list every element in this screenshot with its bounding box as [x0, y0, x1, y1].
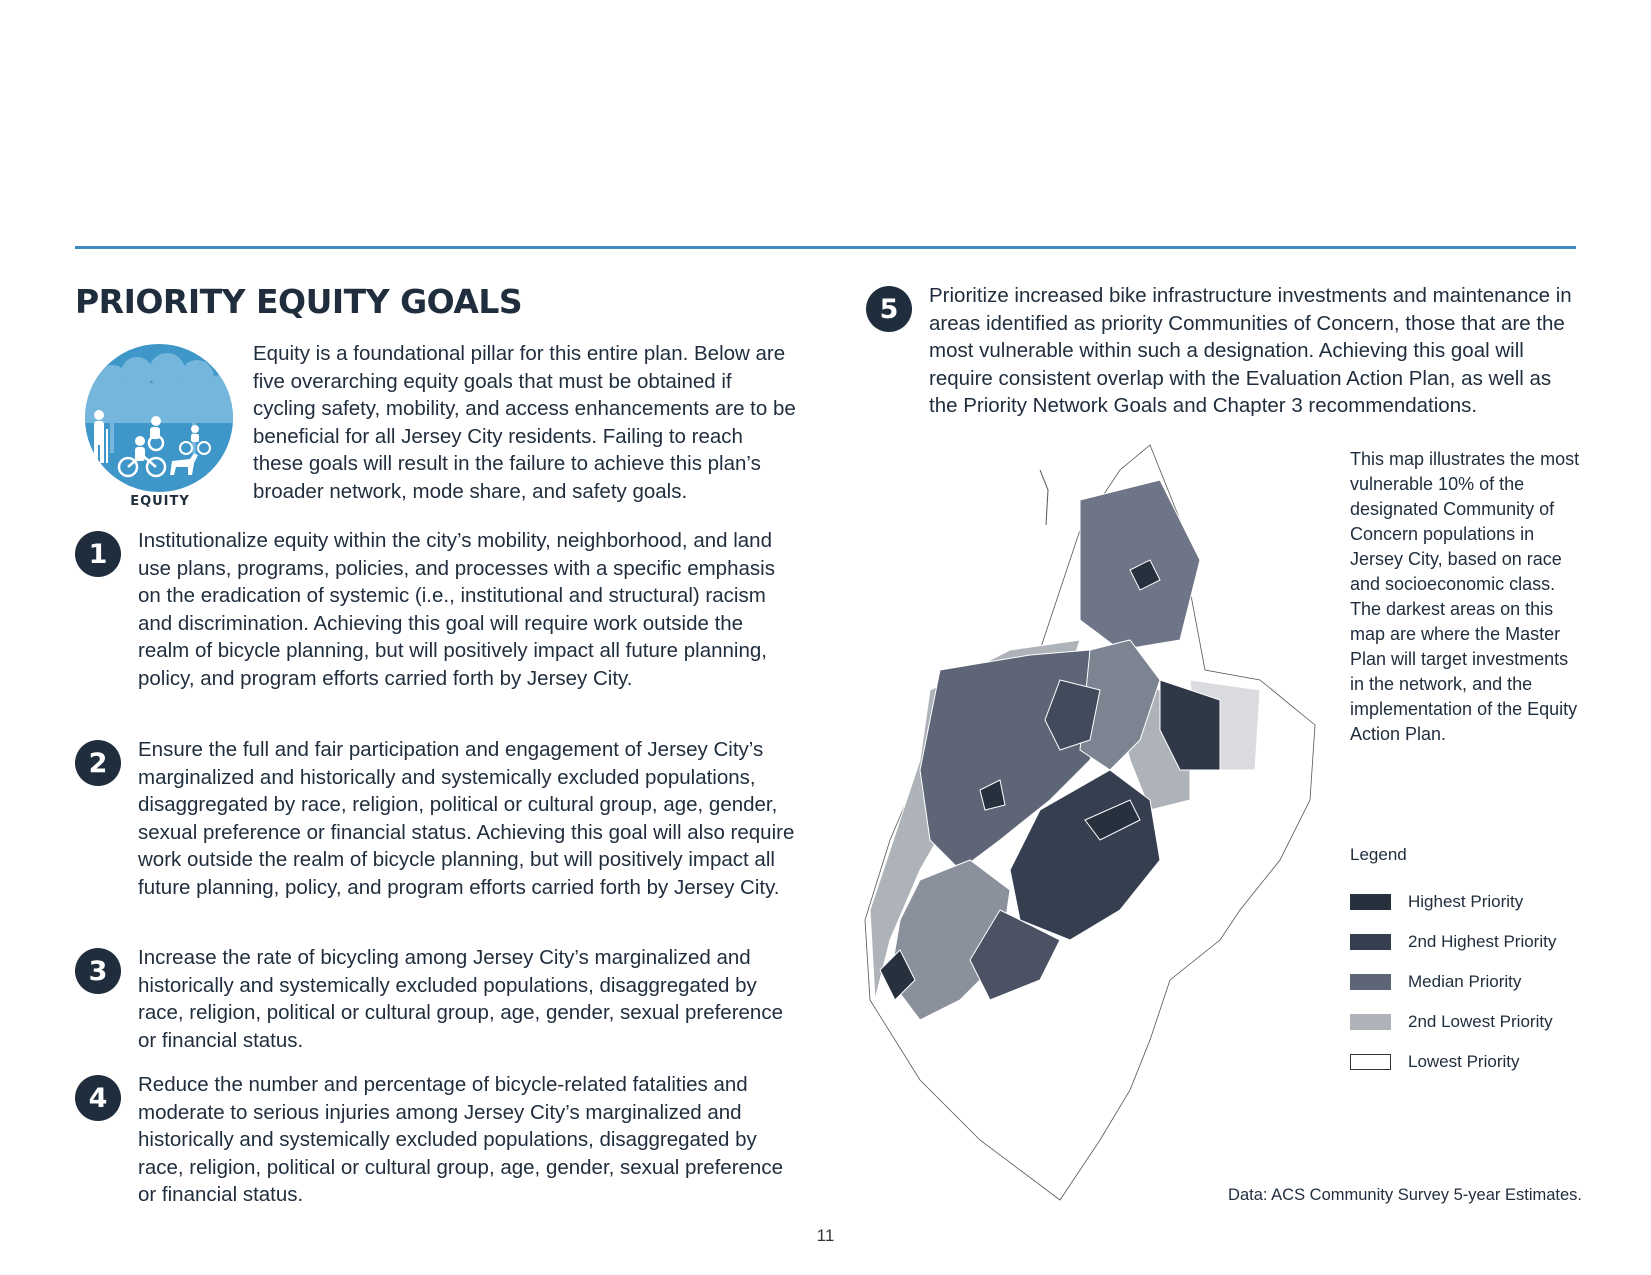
- legend-label: 2nd Highest Priority: [1408, 932, 1557, 951]
- equity-badge: EQUITY: [82, 343, 240, 515]
- legend-item: 2nd Lowest Priority: [1350, 1002, 1556, 1042]
- goal-text: Prioritize increased bike infrastructure…: [929, 284, 1572, 417]
- goal-number-badge: 1: [75, 531, 121, 577]
- legend-label: Lowest Priority: [1408, 1052, 1520, 1071]
- goal-text: Ensure the full and fair participation a…: [138, 738, 795, 899]
- goal-number-badge: 2: [75, 740, 121, 786]
- map-detail: [909, 704, 923, 732]
- legend-title: Legend: [1350, 845, 1407, 864]
- legend-swatch: [1350, 934, 1391, 950]
- top-rule: [75, 246, 1576, 249]
- map-caption: This map illustrates the most vulnerable…: [1350, 449, 1580, 744]
- legend-label: Median Priority: [1408, 972, 1522, 991]
- legend-label: 2nd Lowest Priority: [1408, 1012, 1553, 1031]
- map-region: [1084, 799, 1141, 841]
- goal-number-badge: 3: [75, 948, 121, 994]
- goal-text: Institutionalize equity within the city’…: [138, 529, 775, 690]
- map-detail: [1039, 469, 1049, 526]
- map-region: [1129, 559, 1161, 591]
- goal-text: Reduce the number and percentage of bicy…: [138, 1073, 783, 1206]
- legend-swatch: [1350, 894, 1391, 910]
- legend-swatch: [1350, 974, 1391, 990]
- equity-icon: EQUITY: [85, 344, 233, 509]
- map-region: [969, 909, 1061, 1001]
- goal-number-badge: 4: [75, 1075, 121, 1121]
- page-number: 11: [816, 1226, 835, 1245]
- data-source-note: Data: ACS Community Survey 5-year Estima…: [1228, 1186, 1582, 1204]
- legend-item: Highest Priority: [1350, 882, 1556, 922]
- legend-item: 2nd Highest Priority: [1350, 922, 1556, 962]
- legend-label: Highest Priority: [1408, 892, 1524, 911]
- page-title: PRIORITY EQUITY GOALS: [75, 282, 523, 321]
- map-legend: Legend Highest Priority 2nd Highest Prio…: [1350, 845, 1556, 1082]
- legend-swatch: [1350, 1054, 1391, 1070]
- goal-text: Increase the rate of bicycling among Jer…: [138, 946, 783, 1052]
- map-region: [1159, 679, 1221, 771]
- legend-item: Median Priority: [1350, 962, 1556, 1002]
- equity-icon-label: EQUITY: [130, 494, 190, 509]
- legend-swatch: [1350, 1014, 1391, 1030]
- legend-item: Lowest Priority: [1350, 1042, 1556, 1082]
- intro-paragraph: Equity is a foundational pillar for this…: [253, 342, 796, 503]
- goal-number-badge: 5: [866, 286, 912, 332]
- map-region: [1079, 639, 1161, 771]
- map-region: [1044, 679, 1101, 751]
- map-region: [979, 779, 1006, 811]
- map-region: [879, 949, 916, 1001]
- priority-map: [864, 444, 1316, 1201]
